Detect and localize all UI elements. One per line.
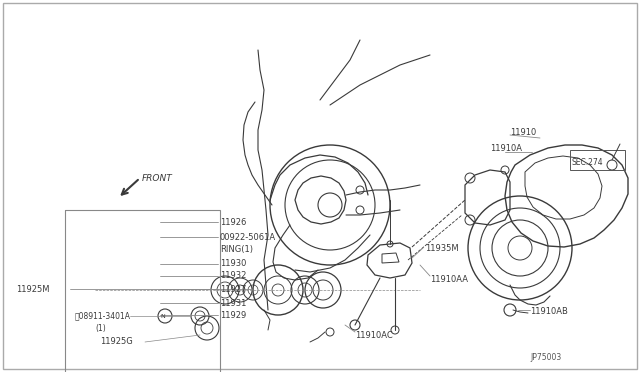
Text: JP75003: JP75003 [530,353,561,362]
Text: ⓝ08911-3401A: ⓝ08911-3401A [75,311,131,321]
Text: 11910: 11910 [510,128,536,137]
Text: FRONT: FRONT [142,173,173,183]
Text: 11932: 11932 [220,272,246,280]
Text: 11910AB: 11910AB [530,308,568,317]
Text: SEC.274: SEC.274 [572,157,604,167]
Bar [570,150,625,170]
Text: 11927: 11927 [220,285,246,294]
Text: 11930: 11930 [220,260,246,269]
Text: N: N [161,314,165,318]
Text: (1): (1) [95,324,106,333]
Text: 11910A: 11910A [490,144,522,153]
Text: RING(1): RING(1) [220,244,253,253]
Text: 11910AC: 11910AC [355,330,393,340]
Text: 11910AA: 11910AA [430,276,468,285]
Text: 11929: 11929 [220,311,246,320]
Bar [65,210,220,372]
Text: 11926: 11926 [220,218,246,227]
Text: 11925G: 11925G [100,337,132,346]
Text: 11935M: 11935M [425,244,459,253]
Text: 11931: 11931 [220,298,246,308]
Text: 00922-5061A: 00922-5061A [220,232,276,241]
Text: 11925M: 11925M [16,285,49,294]
